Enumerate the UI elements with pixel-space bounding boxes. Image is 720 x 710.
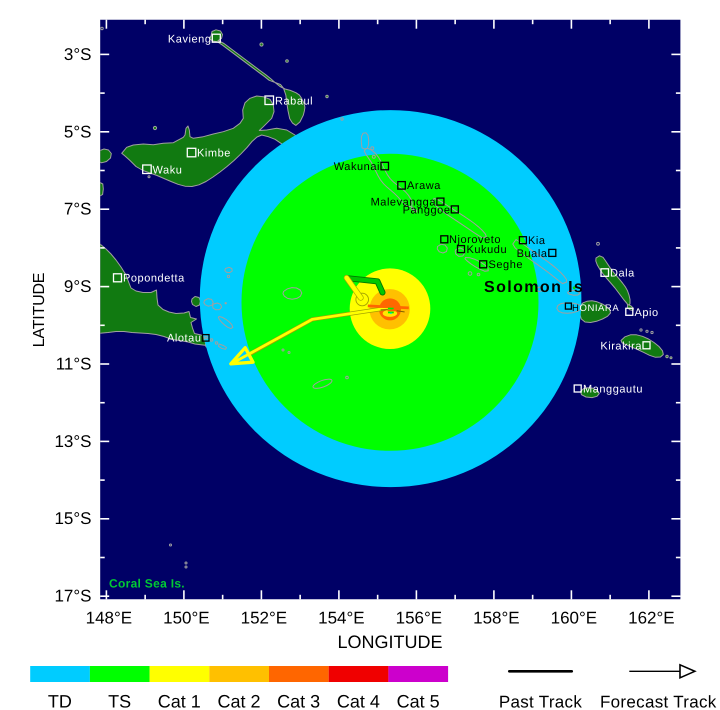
svg-text:LATITUDE: LATITUDE <box>31 273 48 348</box>
svg-text:7°S: 7°S <box>64 200 92 219</box>
svg-text:152°E: 152°E <box>241 609 288 628</box>
svg-text:Rabaul: Rabaul <box>275 95 313 107</box>
svg-text:5°S: 5°S <box>64 122 92 141</box>
svg-text:160°E: 160°E <box>551 609 598 628</box>
svg-text:Arawa: Arawa <box>407 180 441 192</box>
svg-text:Kia: Kia <box>528 235 546 247</box>
svg-text:Cat 2: Cat 2 <box>217 692 260 710</box>
svg-text:158°E: 158°E <box>473 609 520 628</box>
svg-text:150°E: 150°E <box>163 609 210 628</box>
svg-text:17°S: 17°S <box>54 587 91 606</box>
svg-text:Panggoe: Panggoe <box>403 204 451 216</box>
svg-text:Dala: Dala <box>610 267 635 279</box>
svg-text:Solomon Is: Solomon Is <box>484 279 584 296</box>
svg-text:Apio: Apio <box>635 307 659 319</box>
svg-text:TD: TD <box>48 692 72 710</box>
svg-text:Cat 5: Cat 5 <box>397 692 440 710</box>
svg-text:Cat 3: Cat 3 <box>277 692 320 710</box>
svg-text:11°S: 11°S <box>56 354 92 373</box>
svg-text:LONGITUDE: LONGITUDE <box>337 632 442 652</box>
svg-text:Malevangga: Malevangga <box>371 196 437 208</box>
svg-text:Coral Sea Is.: Coral Sea Is. <box>109 577 185 591</box>
svg-text:Manggautu: Manggautu <box>583 384 643 396</box>
svg-text:Kukudu: Kukudu <box>467 244 508 256</box>
svg-text:Cat 1: Cat 1 <box>158 692 201 710</box>
svg-text:13°S: 13°S <box>54 432 91 451</box>
svg-text:Kimbe: Kimbe <box>197 148 231 160</box>
svg-text:Waku: Waku <box>153 165 183 177</box>
svg-text:156°E: 156°E <box>396 609 443 628</box>
svg-text:15°S: 15°S <box>54 509 91 528</box>
svg-text:TS: TS <box>108 692 131 710</box>
svg-text:9°S: 9°S <box>64 277 92 296</box>
svg-text:Njoroveto: Njoroveto <box>449 234 501 246</box>
svg-text:Kavieng: Kavieng <box>168 33 212 45</box>
svg-text:Popondetta: Popondetta <box>123 273 185 285</box>
svg-text:154°E: 154°E <box>318 609 365 628</box>
svg-text:Kirakira: Kirakira <box>600 340 642 352</box>
svg-text:Wakunai: Wakunai <box>334 161 380 173</box>
svg-text:Seghe: Seghe <box>489 259 524 271</box>
svg-text:Alotau: Alotau <box>167 333 202 345</box>
svg-text:H: H <box>572 303 579 314</box>
svg-text:ONIARA: ONIARA <box>580 303 620 314</box>
svg-text:Buala: Buala <box>517 248 548 260</box>
svg-text:3°S: 3°S <box>64 45 92 64</box>
svg-text:148°E: 148°E <box>86 609 133 628</box>
svg-text:Cat 4: Cat 4 <box>337 692 380 710</box>
svg-text:Past Track: Past Track <box>499 693 583 710</box>
svg-text:162°E: 162°E <box>628 609 675 628</box>
svg-text:Forecast Track: Forecast Track <box>600 693 717 710</box>
